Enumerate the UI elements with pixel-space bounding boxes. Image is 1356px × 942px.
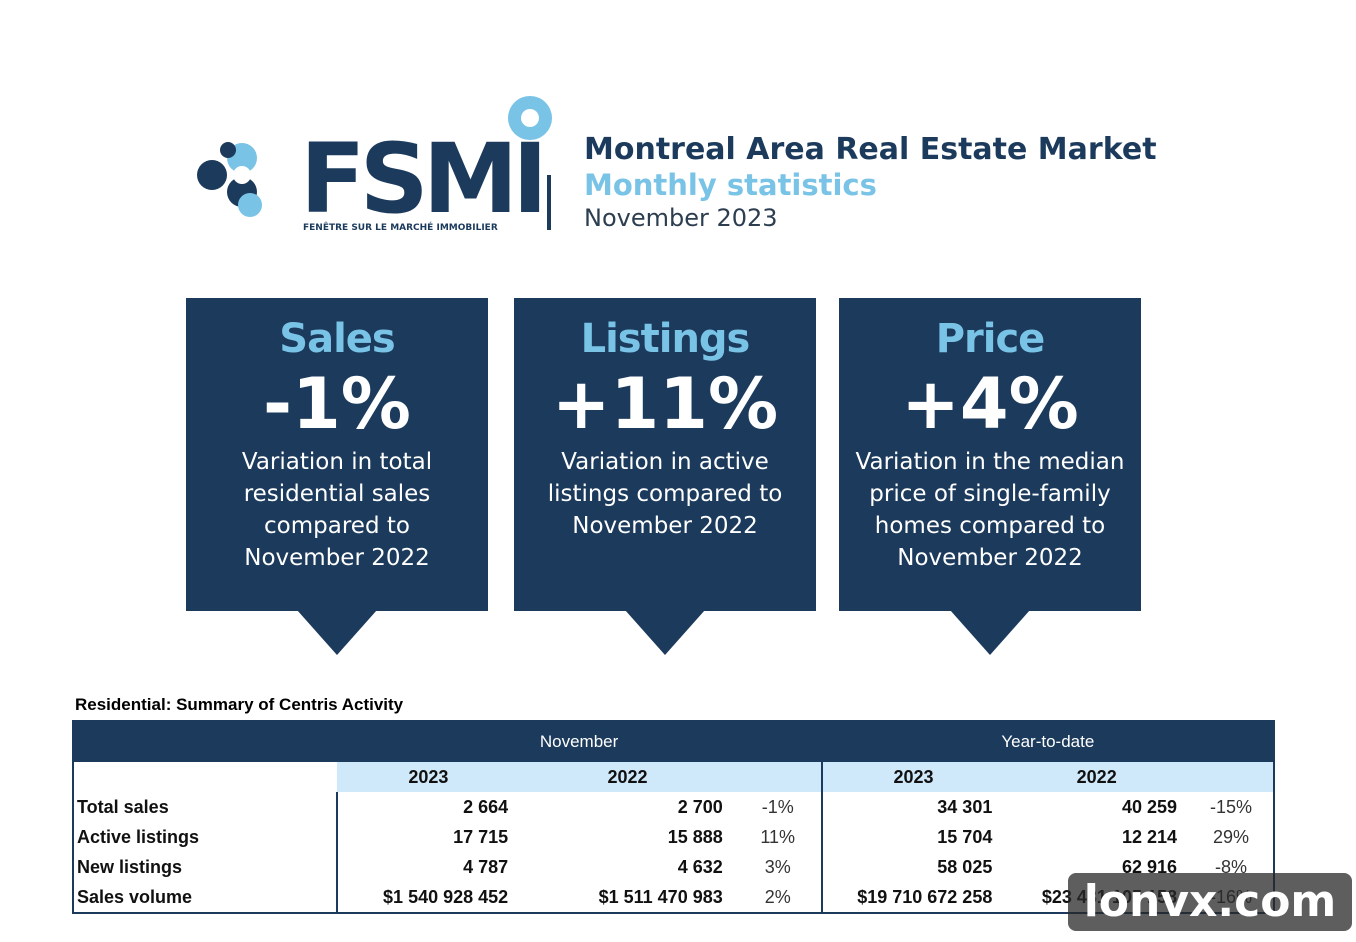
- card-value: +4%: [901, 363, 1079, 445]
- year-header: 2023: [336, 762, 521, 792]
- description-line: price of single-family: [869, 481, 1111, 507]
- table-cell: 34 301: [820, 792, 1005, 822]
- table-cell: $19 710 672 258: [820, 882, 1005, 913]
- table-cell: 12 214: [1121, 826, 1178, 847]
- card: Price +4% Variation in the median price of …: [839, 298, 1141, 611]
- year-header: 2022: [1004, 762, 1190, 792]
- table-cell: 2 664: [335, 792, 521, 822]
- card-description: Variation in the median price of single-f…: [839, 446, 1141, 574]
- table-cell: 15 888: [667, 826, 723, 847]
- group-header: Year-to-date: [820, 721, 1274, 762]
- group-row: November Year-to-date: [73, 721, 1274, 762]
- description-line: November 2022: [897, 545, 1083, 571]
- data-row: New listings 4 787 4 632 3% 58 025 62 916 -8%: [73, 852, 1274, 882]
- card-value: +11%: [551, 363, 779, 445]
- card-description: Variation in total residential sales compa…: [186, 446, 488, 574]
- description-line: homes compared to: [874, 513, 1106, 539]
- table-cell: Active listings: [77, 826, 200, 847]
- description-line: Variation in total: [241, 449, 433, 475]
- card-description: Variation in active listings compared to N…: [514, 446, 816, 542]
- logo-text: FSMI: [300, 123, 542, 235]
- card-title: Sales: [279, 316, 395, 362]
- card: Listings +11% Variation in active listings …: [514, 298, 816, 611]
- description-line: listings compared to: [547, 481, 783, 507]
- year-row: 2023 2022 2023 2022: [73, 762, 1274, 792]
- table-cell: 4 632: [677, 856, 723, 877]
- description-line: compared to: [264, 513, 410, 539]
- table-cell: 3%: [764, 856, 791, 877]
- description-line: November 2022: [572, 513, 758, 539]
- table-caption: Residential: Summary of Centris Activity: [75, 695, 404, 714]
- table-cell: 2%: [764, 886, 791, 907]
- data-row: Total sales 2 664 2 700 -1% 34 301 40 259 -15%: [73, 792, 1274, 822]
- table-cell: 11%: [760, 826, 796, 847]
- year-header: 2023: [820, 762, 1005, 792]
- table-cell: 17 715: [335, 822, 521, 852]
- blank-cell: [734, 762, 822, 792]
- logo-tagline: FENÊTRE SUR LE MARCHÉ IMMOBILIER: [303, 221, 498, 233]
- date: November 2023: [584, 204, 778, 232]
- logo: FSMI FENÊTRE SUR LE MARCHÉ IMMOBILIER: [197, 96, 552, 235]
- table-cell: 29%: [1212, 826, 1250, 847]
- summary-table: November Year-to-date 2023 2022 2023 2022 Tota…: [72, 720, 1275, 914]
- card-pointer: [297, 610, 377, 655]
- subtitle: Monthly statistics: [584, 168, 877, 202]
- blank-cell: [73, 762, 337, 792]
- table-cell: 62 916: [1121, 856, 1178, 877]
- table-cell: -1%: [761, 796, 794, 817]
- table-cell: -8%: [1215, 856, 1248, 877]
- table-cell: 58 025: [820, 852, 1005, 882]
- card-value: -1%: [263, 363, 411, 445]
- card-pointer: [950, 610, 1030, 655]
- table-cell: 2 700: [677, 796, 723, 817]
- title: Montreal Area Real Estate Market: [584, 132, 1157, 167]
- watermark: lonvx.com: [1068, 873, 1352, 931]
- description-line: Variation in active: [561, 449, 769, 475]
- description-line: November 2022: [244, 545, 430, 571]
- data-row: Active listings 17 715 15 888 11% 15 704 12 2…: [73, 822, 1274, 852]
- table-cell: New listings: [77, 856, 183, 877]
- blank-cell: [1189, 762, 1274, 792]
- table-cell: 4 787: [335, 852, 521, 882]
- table-cell: 40 259: [1121, 796, 1178, 817]
- year-header: 2022: [520, 762, 735, 792]
- table-cell: -15%: [1209, 796, 1253, 817]
- description-line: residential sales: [243, 481, 431, 507]
- table-cell: $1 540 928 452: [335, 882, 521, 913]
- card-title: Price: [935, 316, 1046, 362]
- blank-cell: [73, 721, 337, 762]
- table-cell: Total sales: [77, 796, 169, 817]
- table-cell: Sales volume: [77, 886, 193, 907]
- card: Sales -1% Variation in total residential sa…: [186, 298, 488, 611]
- card-title: Listings: [580, 316, 751, 362]
- table-cell: 15 704: [820, 822, 1005, 852]
- data-row: Sales volume $1 540 928 452 $1 511 470 983…: [73, 882, 1274, 913]
- card-pointer: [625, 610, 705, 655]
- description-line: Variation in the median: [855, 449, 1125, 475]
- group-header: November: [335, 721, 822, 762]
- table-cell: $1 511 470 983: [598, 886, 723, 907]
